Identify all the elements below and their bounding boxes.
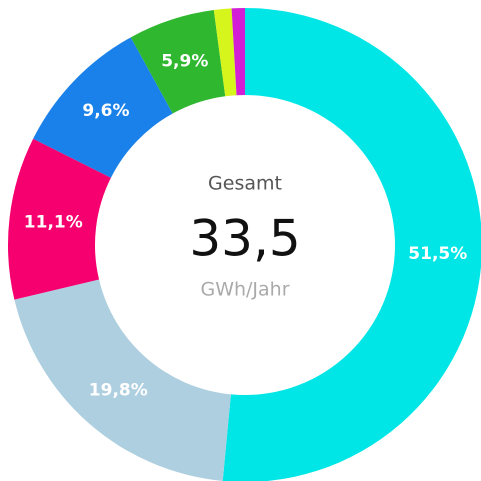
slice [8,138,111,300]
slice-label: 51,5% [408,244,467,264]
slice [231,8,245,96]
slice [130,10,226,114]
unit: GWh/Jahr [200,279,289,301]
slice-label: 5,9% [161,52,208,72]
slice-label: 11,1% [24,213,83,233]
slice [213,8,237,97]
center-title: Gesamt [208,173,282,195]
slice [33,37,173,178]
slices [8,8,481,481]
slice [14,279,231,481]
total-value: 33,5 [189,210,300,268]
slice-label: 19,8% [89,381,148,401]
slice-label: 9,6% [82,101,129,121]
slice [222,8,481,481]
